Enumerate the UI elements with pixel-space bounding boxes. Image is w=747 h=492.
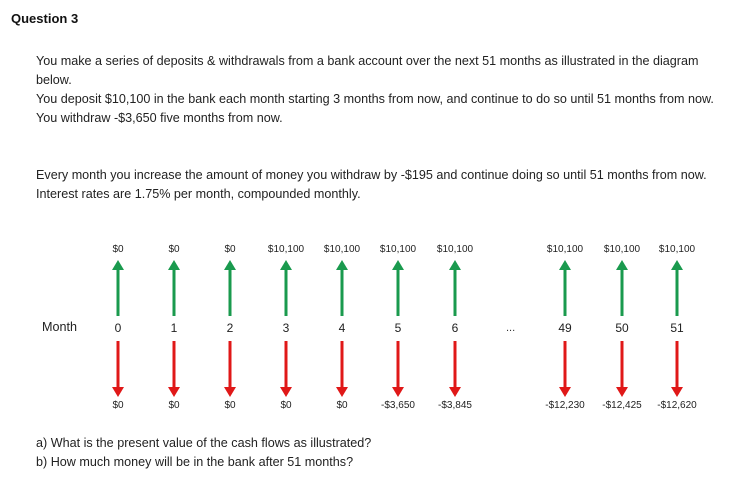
month-number: 50: [615, 321, 629, 335]
month-number: 6: [451, 321, 459, 335]
problem-details: Every month you increase the amount of m…: [36, 166, 726, 204]
deposit-arrow-icon: [336, 260, 348, 316]
intro-line: You withdraw -$3,650 five months from no…: [36, 111, 283, 125]
question-b: b) How much money will be in the bank af…: [36, 455, 354, 469]
cash-flow-column: $0 1 $0: [139, 240, 209, 420]
withdrawal-arrow-icon: [336, 341, 348, 397]
withdrawal-arrow-icon: [559, 341, 571, 397]
question-a: a) What is the present value of the cash…: [36, 436, 372, 450]
cash-flow-column: $10,100 4 $0: [307, 240, 377, 420]
deposit-amount: $10,100: [267, 244, 305, 255]
deposit-arrow-icon: [559, 260, 571, 316]
deposit-amount: $10,100: [546, 244, 584, 255]
month-number: 2: [226, 321, 234, 335]
intro-line: You deposit $10,100 in the bank each mon…: [36, 92, 714, 106]
cash-flow-column: $10,100 6 -$3,845: [420, 240, 490, 420]
withdrawal-arrow-icon: [168, 341, 180, 397]
month-number: 5: [394, 321, 402, 335]
withdrawal-arrow-icon: [280, 341, 292, 397]
cash-flow-diagram: Month $0 0 $0 $0 1 $0 $0 2 $0 $10,100 3 …: [0, 240, 747, 420]
ellipsis: ...: [506, 322, 516, 334]
detail-line: Every month you increase the amount of m…: [36, 168, 707, 182]
cash-flow-column: $10,100 51 -$12,620: [642, 240, 712, 420]
deposit-arrow-icon: [449, 260, 461, 316]
cash-flow-column: $0 2 $0: [195, 240, 265, 420]
deposit-amount: $0: [112, 244, 124, 255]
deposit-amount: $10,100: [379, 244, 417, 255]
withdrawal-amount: $0: [112, 400, 124, 411]
deposit-arrow-icon: [671, 260, 683, 316]
withdrawal-amount: $0: [224, 400, 236, 411]
month-number: 3: [282, 321, 290, 335]
withdrawal-amount: -$12,230: [545, 400, 585, 411]
withdrawal-arrow-icon: [449, 341, 461, 397]
withdrawal-amount: -$3,845: [438, 400, 472, 411]
deposit-amount: $10,100: [323, 244, 361, 255]
question-list: a) What is the present value of the cash…: [36, 434, 371, 472]
cash-flow-column: $10,100 49 -$12,230: [530, 240, 600, 420]
month-number: 0: [114, 321, 122, 335]
cash-flow-column: $0 0 $0: [83, 240, 153, 420]
detail-line: Interest rates are 1.75% per month, comp…: [36, 187, 361, 201]
deposit-arrow-icon: [224, 260, 236, 316]
withdrawal-arrow-icon: [616, 341, 628, 397]
cash-flow-column: $10,100 5 -$3,650: [363, 240, 433, 420]
withdrawal-arrow-icon: [112, 341, 124, 397]
question-title: Question 3: [11, 11, 79, 26]
deposit-arrow-icon: [112, 260, 124, 316]
intro-line: You make a series of deposits & withdraw…: [36, 54, 699, 87]
deposit-amount: $10,100: [603, 244, 641, 255]
withdrawal-arrow-icon: [224, 341, 236, 397]
cash-flow-column: $10,100 3 $0: [251, 240, 321, 420]
deposit-amount: $10,100: [436, 244, 474, 255]
deposit-arrow-icon: [616, 260, 628, 316]
withdrawal-amount: $0: [336, 400, 348, 411]
month-number: 4: [338, 321, 346, 335]
deposit-amount: $0: [224, 244, 236, 255]
withdrawal-arrow-icon: [392, 341, 404, 397]
deposit-amount: $0: [168, 244, 180, 255]
withdrawal-arrow-icon: [671, 341, 683, 397]
withdrawal-amount: $0: [168, 400, 180, 411]
deposit-amount: $10,100: [658, 244, 696, 255]
withdrawal-amount: -$3,650: [381, 400, 415, 411]
problem-intro: You make a series of deposits & withdraw…: [36, 52, 726, 128]
month-number: 1: [170, 321, 178, 335]
month-number: 51: [670, 321, 684, 335]
withdrawal-amount: -$12,620: [657, 400, 697, 411]
cash-flow-column: $10,100 50 -$12,425: [587, 240, 657, 420]
withdrawal-amount: -$12,425: [602, 400, 642, 411]
deposit-arrow-icon: [168, 260, 180, 316]
month-row-label: Month: [42, 320, 78, 334]
deposit-arrow-icon: [280, 260, 292, 316]
withdrawal-amount: $0: [280, 400, 292, 411]
month-number: 49: [558, 321, 572, 335]
deposit-arrow-icon: [392, 260, 404, 316]
